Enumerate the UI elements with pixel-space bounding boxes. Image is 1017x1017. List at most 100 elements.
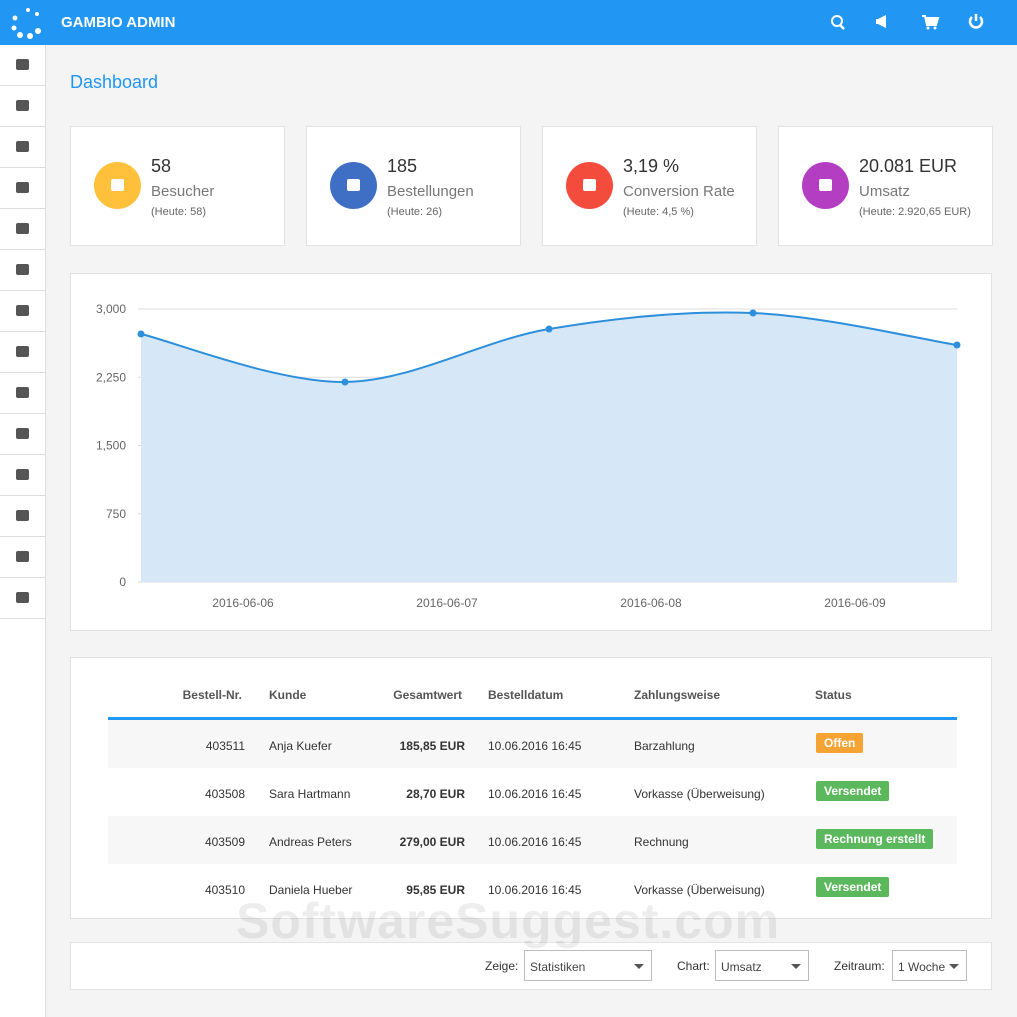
nav-icon	[16, 592, 29, 603]
nav-icon	[16, 305, 29, 316]
table-cell: 279,00 EUR	[399, 835, 465, 849]
y-tick-label: 750	[106, 507, 126, 521]
control-label: Chart:	[677, 959, 710, 973]
decoration	[933, 26, 937, 30]
status-badge: Rechnung erstellt	[816, 829, 934, 849]
nav-item[interactable]	[0, 45, 45, 86]
stat-label: Besucher	[151, 183, 215, 200]
table-cell: Vorkasse (Überweisung)	[634, 883, 765, 897]
table-cell: Vorkasse (Überweisung)	[634, 787, 765, 801]
nav-icon	[16, 182, 29, 193]
stat-icon	[94, 162, 141, 209]
icon-glyph	[111, 179, 124, 191]
nav-icon	[16, 551, 29, 562]
decoration	[35, 28, 41, 34]
data-point	[137, 330, 145, 338]
power-icon[interactable]	[968, 16, 984, 29]
select-value: Umsatz	[721, 960, 762, 974]
nav-item[interactable]	[0, 332, 45, 373]
app-title: GAMBIO ADMIN	[61, 14, 176, 31]
column-header: Gesamtwert	[393, 688, 462, 702]
table-cell: 10.06.2016 16:45	[488, 739, 582, 753]
table-cell: 10.06.2016 16:45	[488, 883, 582, 897]
search-icon[interactable]	[831, 15, 843, 27]
decoration	[17, 32, 23, 38]
data-point	[749, 309, 757, 317]
table-row[interactable]: 403511 Anja Kuefer 185,85 EUR 10.06.2016 16…	[108, 720, 957, 768]
decoration	[35, 12, 39, 16]
news-icon[interactable]	[876, 15, 886, 28]
stat-label: Conversion Rate	[623, 183, 735, 200]
table-row[interactable]: 403508 Sara Hartmann 28,70 EUR 10.06.2016 1…	[108, 768, 957, 816]
orders-table: Bestell-Nr. Kunde Gesamtwert Bestelldatum Za…	[70, 657, 992, 919]
y-tick-label: 0	[119, 575, 126, 589]
table-cell: 28,70 EUR	[406, 787, 465, 801]
column-header: Bestell-Nr.	[182, 688, 242, 702]
control-label: Zeitraum:	[834, 959, 885, 973]
data-point	[545, 325, 553, 333]
nav-item[interactable]	[0, 496, 45, 537]
watermark: SoftwareSuggest.com	[236, 893, 781, 949]
table-row[interactable]: 403510 Daniela Hueber 95,85 EUR 10.06.2016 …	[108, 864, 957, 912]
stat-value: 185	[387, 156, 418, 176]
data-point	[341, 378, 349, 386]
table-row[interactable]: 403509 Andreas Peters 279,00 EUR 10.06.2016…	[108, 816, 957, 864]
table-cell: Sara Hartmann	[269, 787, 351, 801]
nav-icon	[16, 469, 29, 480]
nav-item[interactable]	[0, 291, 45, 332]
stat-sub: (Heute: 26)	[387, 206, 443, 218]
stat-value: 20.081 EUR	[859, 156, 958, 176]
nav-item[interactable]	[0, 373, 45, 414]
column-header: Zahlungsweise	[634, 688, 721, 702]
nav-item[interactable]	[0, 168, 45, 209]
toolbar-icons	[831, 14, 984, 30]
table-cell: 403508	[204, 787, 245, 801]
select-arrow	[949, 964, 959, 969]
select[interactable]: Umsatz	[715, 950, 809, 981]
sidebar	[0, 45, 46, 1017]
status-badge: Versendet	[816, 781, 890, 801]
nav-item[interactable]	[0, 537, 45, 578]
stat-sub: (Heute: 2.920,65 EUR)	[859, 206, 971, 218]
y-tick-label: 2,250	[96, 370, 126, 384]
stat-sub: (Heute: 58)	[151, 206, 207, 218]
table-cell: Daniela Hueber	[269, 883, 353, 897]
cart-icon[interactable]	[922, 15, 940, 26]
nav-item[interactable]	[0, 414, 45, 455]
table-cell: 403510	[204, 883, 245, 897]
icon-glyph	[347, 179, 360, 191]
select[interactable]: Statistiken	[524, 950, 652, 981]
stat-icon	[802, 162, 849, 209]
select-arrow	[634, 964, 644, 969]
nav-item[interactable]	[0, 250, 45, 291]
decoration	[27, 33, 33, 39]
nav-item[interactable]	[0, 578, 45, 619]
stat-card: 20.081 EUR Umsatz (Heute: 2.920,65 EUR)	[778, 126, 993, 246]
header-rule	[108, 717, 957, 720]
nav-icon	[16, 387, 29, 398]
icon-glyph	[819, 179, 832, 191]
control-label: Zeige:	[485, 959, 519, 973]
x-tick-label: 2016-06-06	[212, 596, 274, 610]
stat-card: 185 Bestellungen (Heute: 26)	[306, 126, 521, 246]
nav-item[interactable]	[0, 86, 45, 127]
nav-icon	[16, 428, 29, 439]
stat-label: Bestellungen	[387, 183, 474, 200]
table-cell: 403509	[204, 835, 245, 849]
nav-item[interactable]	[0, 127, 45, 168]
table-cell: 10.06.2016 16:45	[488, 787, 582, 801]
select[interactable]: 1 Woche	[892, 950, 967, 981]
nav-item[interactable]	[0, 209, 45, 250]
table-cell: 403511	[205, 739, 245, 753]
stat-value: 58	[151, 156, 172, 176]
decoration	[26, 8, 30, 12]
stat-label: Umsatz	[859, 183, 910, 200]
table-cell: 10.06.2016 16:45	[488, 835, 582, 849]
x-tick-label: 2016-06-08	[620, 596, 682, 610]
nav-item[interactable]	[0, 455, 45, 496]
nav-icon	[16, 141, 29, 152]
decoration	[839, 24, 845, 30]
table-cell: 95,85 EUR	[406, 883, 465, 897]
status-badge: Versendet	[816, 877, 890, 897]
